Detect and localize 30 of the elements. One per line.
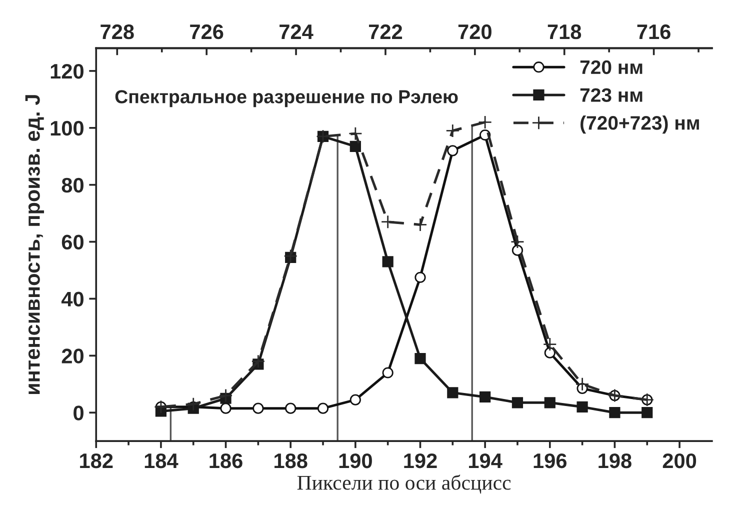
y-axis-title: интенсивность, произв. ед. J	[25, 95, 44, 394]
y-tick-label: 0	[74, 406, 84, 420]
legend-label: (720+723) нм	[580, 116, 699, 134]
x-tick-label: 192	[404, 453, 437, 468]
y-tick-label: 100	[50, 120, 84, 136]
x-tick-label: 190	[339, 453, 372, 468]
x2-tick-label: 716	[637, 24, 670, 40]
y-tick-label: 120	[50, 64, 84, 79]
x-tick-label: 196	[534, 453, 567, 468]
annotation: Спектральное разрешение по Рэлею	[115, 90, 458, 108]
x2-tick-label: 722	[368, 24, 402, 39]
x2-tick-label: 728	[100, 24, 134, 40]
x2-tick-label: 724	[280, 24, 314, 39]
x-tick-label: 194	[469, 453, 502, 468]
y-tick-label: 60	[62, 234, 84, 250]
x2-tick-label: 726	[190, 24, 224, 40]
x-tick-label: 188	[274, 453, 308, 468]
x-tick-label: 198	[598, 453, 632, 468]
legend-label: 723 нм	[580, 88, 642, 102]
y-tick-label: 80	[62, 178, 84, 193]
y-tick-label: 40	[61, 292, 84, 306]
x-tick-label: 200	[662, 453, 696, 468]
x-tick-label: 186	[210, 453, 242, 468]
x-axis-title: Пиксели по оси абсцисс	[297, 474, 511, 494]
y-tick-label: 20	[62, 348, 84, 364]
x-tick-label: 182	[80, 453, 113, 468]
x2-tick-label: 720	[458, 24, 492, 40]
x-tick-label: 184	[144, 453, 178, 468]
legend-label: 720 нм	[580, 60, 642, 74]
x2-tick-label: 718	[548, 24, 582, 40]
